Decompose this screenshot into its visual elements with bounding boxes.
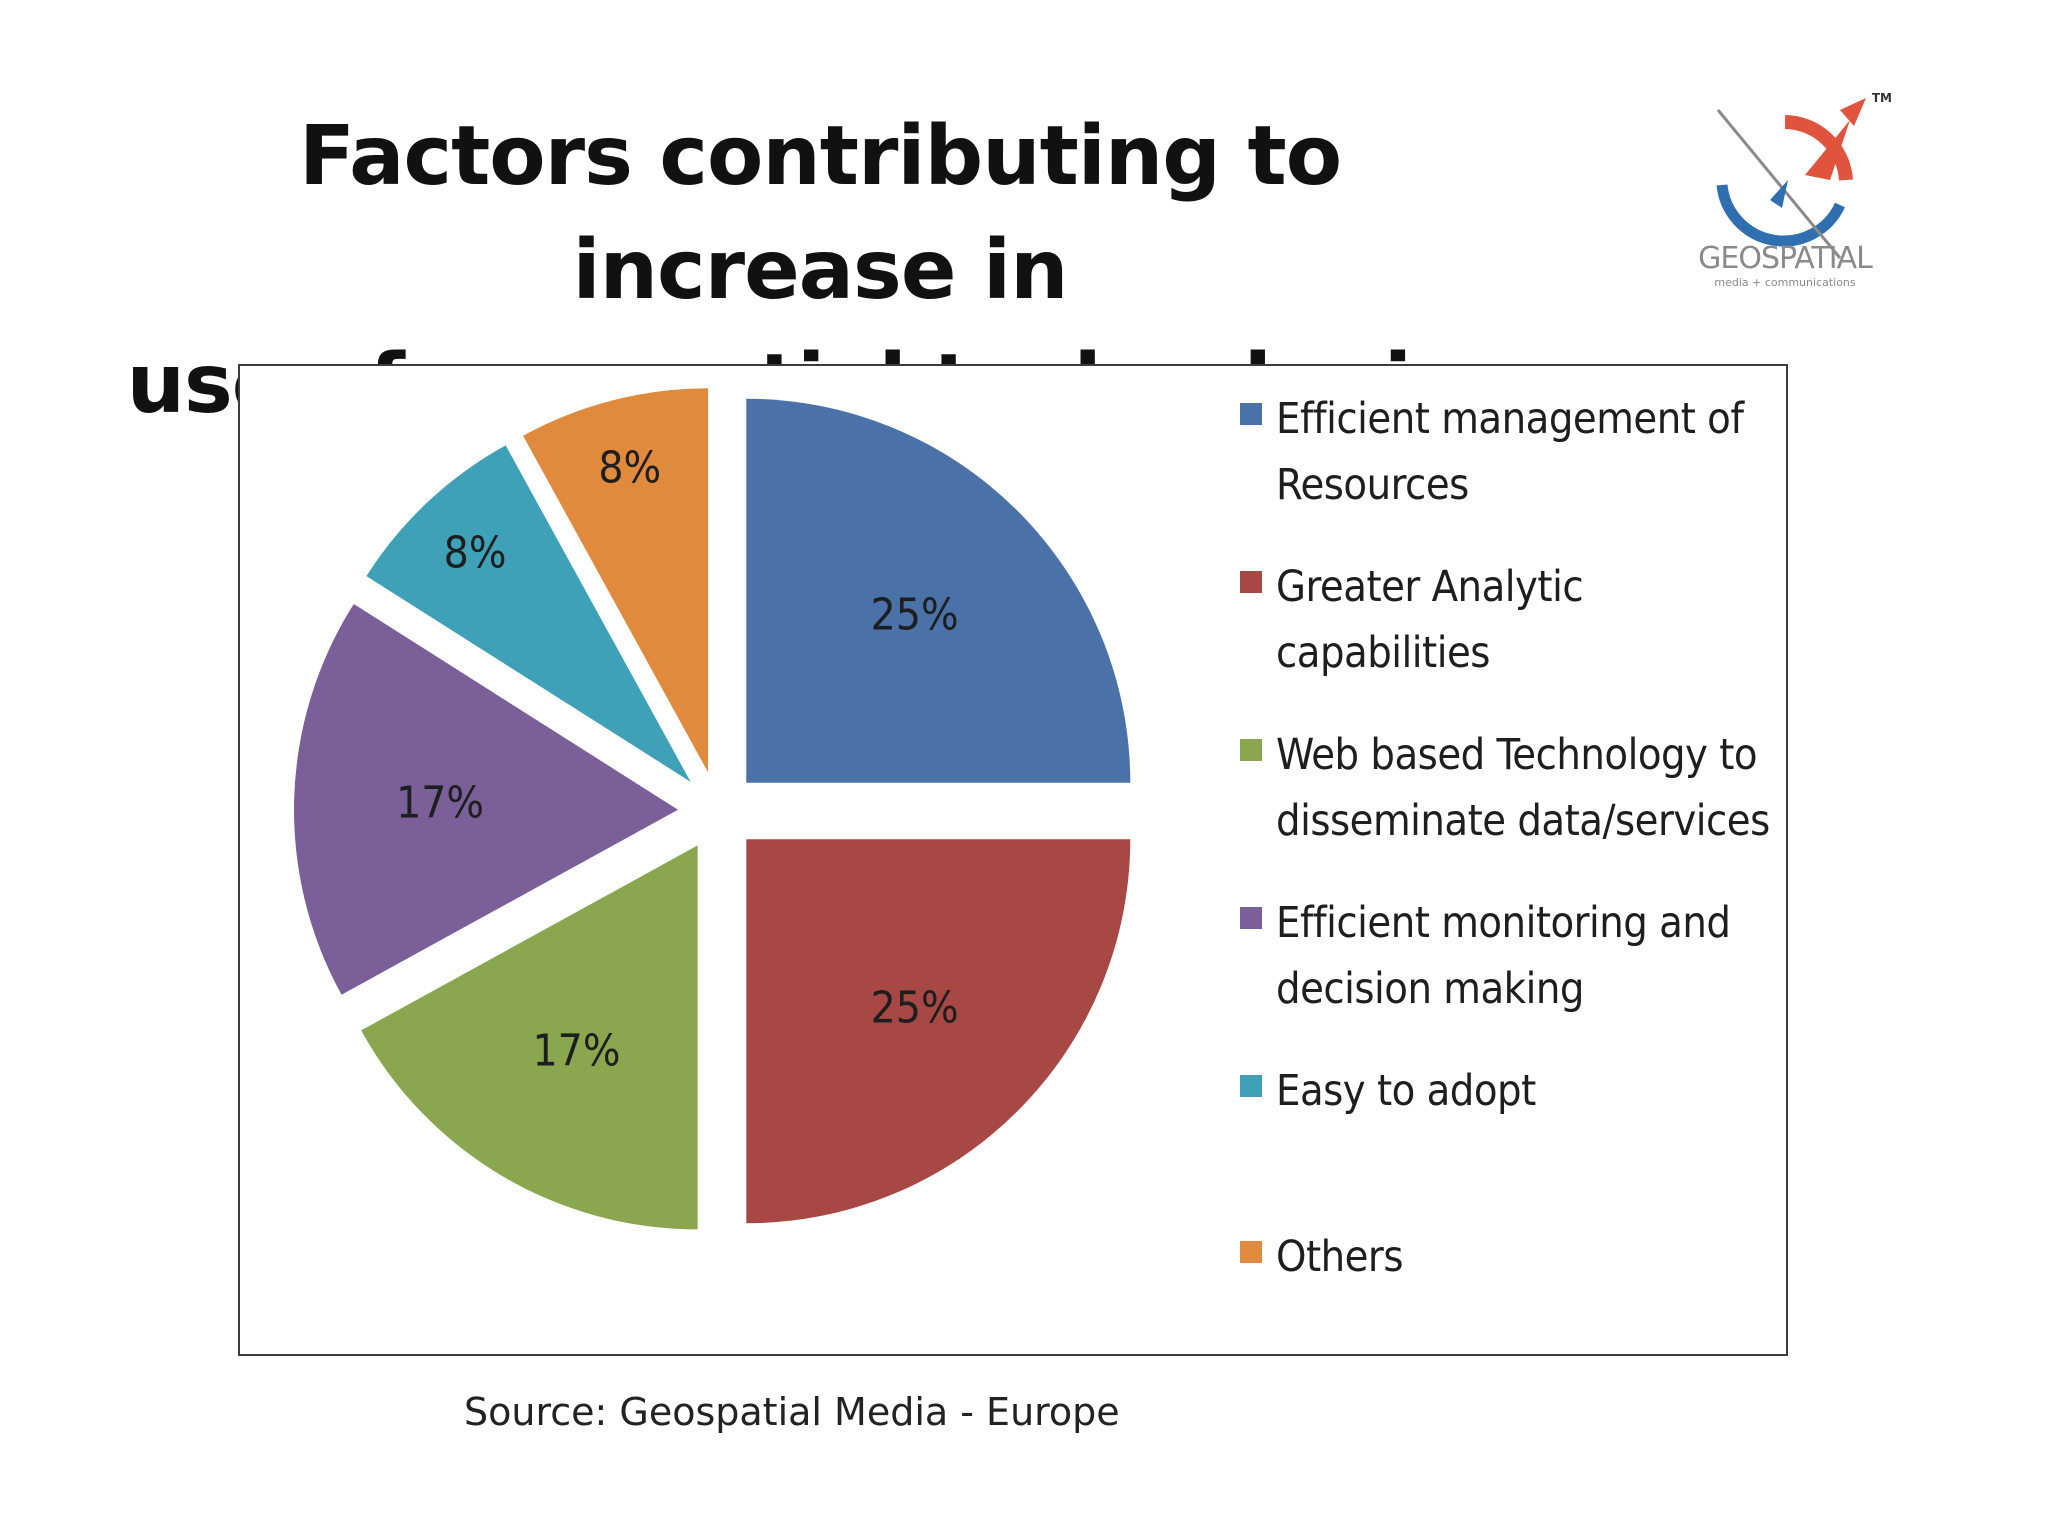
legend-swatch [1240,907,1262,929]
geospatial-compass-logo-icon: TM GEOSPATIAL media + communications [1698,91,1892,289]
pie-label-efficient-management-of-resources: 25% [871,589,959,640]
logo-red-arc [1784,115,1853,181]
chart-frame: 25% 25% 17% 17% 8% 8% Efficient management of… [238,364,1788,1356]
pie-slice-others [523,388,709,773]
logo-diagonal-line [1716,109,1842,259]
logo-trademark: TM [1872,91,1892,105]
pie-label-web-based-technology-to-disseminate-data-services: 17% [532,1025,620,1076]
pie-label-greater-analytic-capabilities: 25% [871,983,959,1034]
legend-swatch [1240,1075,1262,1097]
pie-labels: 25% 25% 17% 17% 8% 8% [396,442,959,1076]
pie-chart: 25% 25% 17% 17% 8% 8% [294,388,1131,1230]
geospatial-logo: TM GEOSPATIAL media + communications [1670,80,1900,300]
legend-label: Greater Analytic capabilities [1276,562,1584,678]
logo-tagline: media + communications [1714,276,1856,289]
pie-slices [294,388,1131,1230]
logo-red-arrow [1805,120,1850,180]
source-note: Source: Geospatial Media - Europe [464,1390,1120,1434]
legend-label: Efficient management of Resources [1276,394,1744,510]
pie-slice-efficient-management-of-resources [746,398,1131,783]
page-title-line-1: Factors contributing to increase in [298,109,1342,318]
legend-label: Easy to adopt [1276,1066,1536,1116]
legend-label: Web based Technology to disseminate data… [1276,730,1770,846]
logo-name: GEOSPATIAL [1698,241,1873,276]
logo-blue-triangle [1770,180,1788,208]
pie-slice-efficient-monitoring-and-decision-making [294,603,679,995]
pie-slice-web-based-technology-to-disseminate-data-services [361,845,698,1230]
legend-swatch [1240,1241,1262,1263]
pie-label-others: 8% [598,442,661,493]
pie-label-easy-to-adopt: 8% [444,527,507,578]
legend-label: Others [1276,1232,1404,1282]
pie-label-efficient-monitoring-and-decision-making: 17% [396,777,484,828]
legend-swatch [1240,739,1262,761]
logo-blue-arc [1716,184,1845,247]
legend-swatch [1240,403,1262,425]
logo-red-arrowhead [1840,98,1866,126]
legend-label: Efficient monitoring and decision making [1276,898,1731,1014]
legend-swatch [1240,571,1262,593]
pie-slice-easy-to-adopt [366,445,691,782]
pie-slice-greater-analytic-capabilities [746,839,1131,1224]
